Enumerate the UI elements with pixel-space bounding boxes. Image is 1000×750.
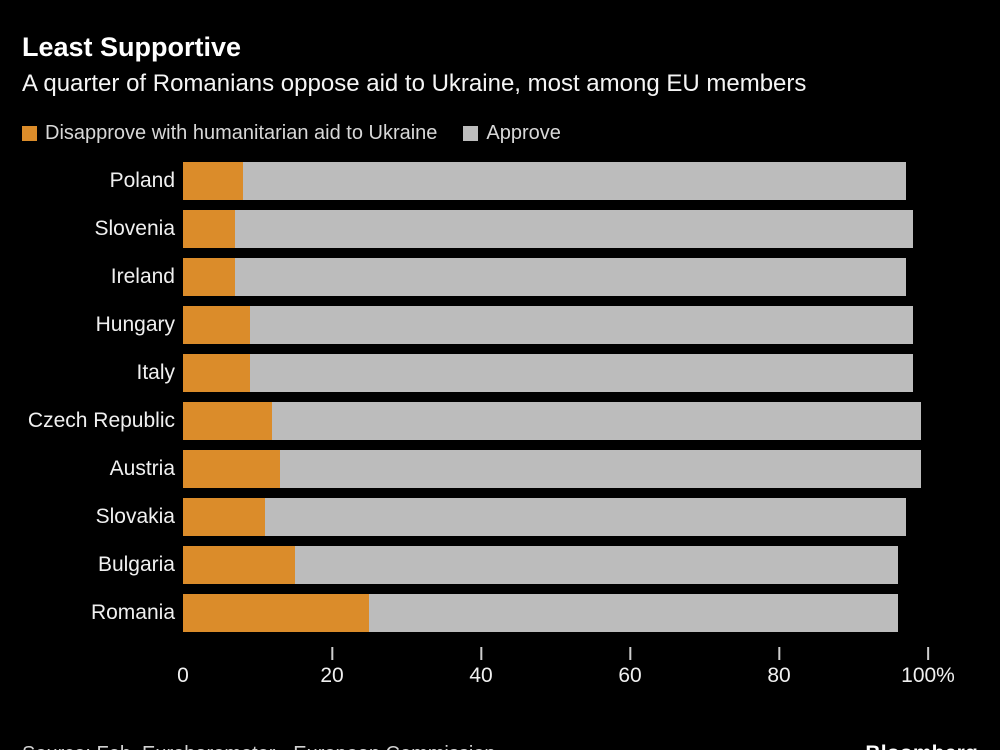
legend-label: Approve — [486, 122, 561, 145]
disapprove-segment — [183, 353, 251, 392]
country-label: Romania — [90, 600, 175, 624]
x-tick: 40 — [469, 642, 493, 688]
disapprove-segment — [183, 401, 273, 440]
footer: Source: Feb. Eurobarometer - European Co… — [0, 742, 1000, 750]
approve-segment — [235, 257, 906, 296]
tick-label: 20 — [320, 663, 344, 687]
approve-segment — [250, 353, 914, 392]
disapprove-segment — [183, 209, 236, 248]
tick-label: 0 — [177, 663, 189, 687]
bar-track — [183, 305, 928, 344]
country-label: Slovenia — [94, 216, 175, 240]
approve-segment — [235, 209, 914, 248]
approve-segment — [250, 305, 914, 344]
legend-item-approve: Approve — [463, 122, 561, 145]
bar-row: Austria — [0, 449, 1000, 488]
x-tick: 0 — [177, 642, 189, 688]
approve-segment — [264, 497, 906, 536]
tick-mark — [777, 646, 780, 660]
chart-subtitle: A quarter of Romanians oppose aid to Ukr… — [22, 70, 807, 98]
bar-row: Hungary — [0, 305, 1000, 344]
disapprove-segment — [183, 545, 295, 584]
chart-page: Least Supportive A quarter of Romanians … — [0, 32, 1000, 750]
approve-segment — [369, 593, 899, 632]
x-tick: 80 — [767, 642, 791, 688]
legend-swatch-icon — [463, 126, 479, 142]
x-tick: 100% — [901, 642, 955, 688]
country-label: Ireland — [110, 264, 175, 288]
bloomberg-logo: Bloomberg — [865, 742, 978, 750]
bar-track — [183, 161, 928, 200]
bar-row: Ireland — [0, 257, 1000, 296]
bar-track — [183, 545, 928, 584]
x-tick: 60 — [618, 642, 642, 688]
source-text: Source: Feb. Eurobarometer - European Co… — [22, 743, 496, 750]
disapprove-segment — [183, 305, 251, 344]
disapprove-segment — [183, 497, 265, 536]
chart-title: Least Supportive — [22, 32, 242, 62]
bar-chart-rows: Poland Slovenia Ireland Hungary Italy Czech R… — [0, 161, 1000, 632]
disapprove-segment — [183, 257, 236, 296]
approve-segment — [272, 401, 921, 440]
country-label: Slovakia — [95, 504, 175, 528]
disapprove-segment — [183, 161, 243, 200]
tick-mark — [479, 646, 482, 660]
bar-row: Italy — [0, 353, 1000, 392]
legend-label: Disapprove with humanitarian aid to Ukra… — [45, 122, 438, 145]
tick-label: 40 — [469, 663, 493, 687]
bar-row: Slovakia — [0, 497, 1000, 536]
bar-track — [183, 209, 928, 248]
legend: Disapprove with humanitarian aid to Ukra… — [22, 122, 978, 145]
country-label: Bulgaria — [97, 552, 175, 576]
bar-row: Romania — [0, 593, 1000, 632]
bar-track — [183, 353, 928, 392]
approve-segment — [294, 545, 899, 584]
tick-mark — [330, 646, 333, 660]
x-axis: 0 20 40 60 80 100% — [177, 642, 955, 698]
tick-mark — [628, 646, 631, 660]
country-label: Italy — [136, 360, 175, 384]
bar-row: Czech Republic — [0, 401, 1000, 440]
legend-item-disapprove: Disapprove with humanitarian aid to Ukra… — [22, 122, 437, 145]
approve-segment — [242, 161, 906, 200]
x-tick: 20 — [320, 642, 344, 688]
bar-track — [183, 401, 928, 440]
country-label: Austria — [109, 456, 175, 480]
bar-track — [183, 449, 928, 488]
bar-row: Bulgaria — [0, 545, 1000, 584]
tick-label: 60 — [618, 663, 642, 687]
bar-row: Slovenia — [0, 209, 1000, 248]
country-label: Hungary — [95, 312, 175, 336]
tick-label: 80 — [767, 663, 791, 687]
country-label: Poland — [109, 168, 175, 192]
disapprove-segment — [183, 449, 280, 488]
legend-swatch-icon — [22, 126, 37, 142]
country-label: Czech Republic — [27, 408, 175, 432]
bar-track — [183, 593, 928, 632]
approve-segment — [279, 449, 921, 488]
bar-chart: Poland Slovenia Ireland Hungary Italy Czech R… — [0, 161, 1000, 698]
tick-label: 100% — [901, 663, 955, 687]
bar-track — [183, 257, 928, 296]
bar-row: Poland — [0, 161, 1000, 200]
bar-track — [183, 497, 928, 536]
tick-mark — [927, 646, 929, 660]
disapprove-segment — [183, 593, 370, 632]
